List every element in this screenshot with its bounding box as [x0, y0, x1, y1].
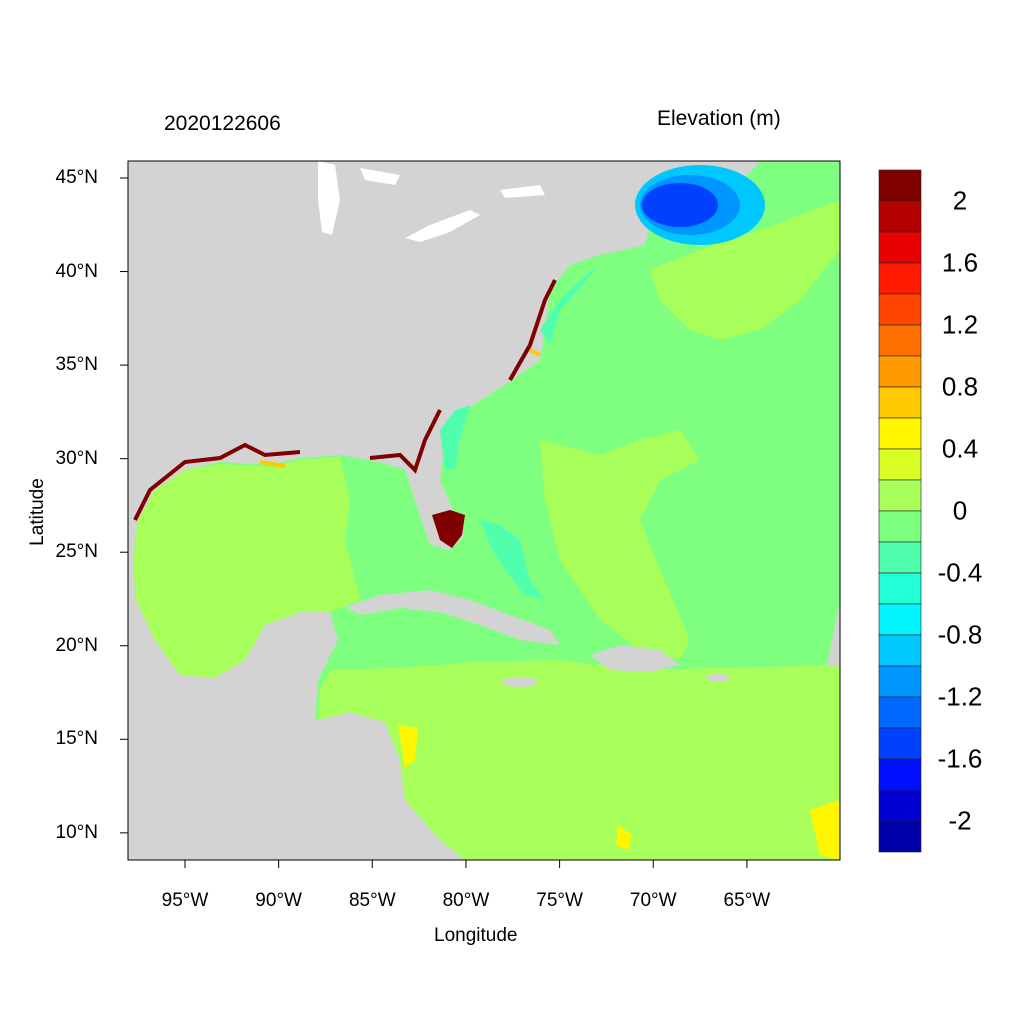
colorbar-bin	[878, 324, 922, 357]
colorbar-label: -0.8	[937, 619, 983, 650]
x-tick-label: 75°W	[536, 890, 583, 911]
colorbar-bin	[878, 758, 922, 791]
colorbar-bin	[878, 293, 922, 326]
jamaica	[502, 677, 538, 687]
colorbar-bin	[878, 417, 922, 450]
y-tick-label: 45°N	[55, 167, 98, 188]
x-tick-label: 90°W	[255, 890, 302, 911]
colorbar-label: 1.2	[941, 309, 979, 340]
colorbar-label: 0.8	[941, 371, 979, 402]
colorbar-bin	[878, 541, 922, 574]
y-tick-label: 25°N	[55, 541, 98, 563]
colorbar-bin	[878, 479, 922, 512]
colorbar-bin	[878, 789, 922, 822]
colorbar-bin	[878, 665, 922, 698]
colorbar-label: 2	[952, 185, 968, 216]
colorbar-bin	[878, 355, 922, 388]
timestamp-title: 2020122606	[164, 112, 281, 135]
colorbar-bin	[878, 510, 922, 543]
x-axis-label: Longitude	[434, 925, 518, 946]
yucatan-high-water	[398, 725, 840, 860]
colorbar-bin	[878, 169, 922, 202]
lake-michigan	[318, 161, 340, 235]
colorbar-bin	[878, 727, 922, 760]
y-tick-label: 10°N	[55, 821, 98, 843]
variable-title: Elevation (m)	[657, 107, 781, 130]
colorbar-label: -1.6	[937, 743, 983, 774]
colorbar-bin	[878, 200, 922, 233]
x-tick-label: 95°W	[161, 890, 209, 911]
puerto-rico	[706, 674, 730, 682]
florida-high-water	[432, 510, 465, 548]
x-tick-label: 85°W	[348, 890, 396, 911]
colorbar-bin	[878, 603, 922, 636]
y-tick-label: 30°N	[55, 447, 98, 469]
hispaniola	[590, 645, 680, 672]
colorbar-bin	[878, 231, 922, 264]
gulf-of-maine-depression-core	[642, 183, 718, 227]
atlantic-shelf-water	[540, 200, 840, 660]
colorbar-label: -0.4	[937, 557, 983, 588]
colorbar-label: -1.2	[937, 681, 983, 712]
y-axis-label: Latitude	[27, 478, 48, 546]
y-tick-label: 40°N	[55, 260, 98, 282]
lake-erie-ontario	[360, 168, 545, 242]
colorbar-bin	[878, 634, 922, 667]
colorbar-bin	[878, 820, 922, 853]
coastal-high-water	[133, 279, 557, 521]
plot-frame	[127, 160, 841, 861]
y-tick-label: 20°N	[55, 634, 98, 656]
x-tick-label: 80°W	[442, 890, 490, 911]
colorbar-bin	[878, 262, 922, 295]
y-tick-label: 15°N	[55, 728, 98, 750]
caribbean-water	[318, 660, 840, 860]
colorbar-label: 0	[952, 495, 968, 526]
colorbar-bin	[878, 696, 922, 729]
x-tick-label: 65°W	[723, 890, 771, 911]
colorbar-bin	[878, 448, 922, 481]
gulf-of-mexico-water	[133, 457, 360, 678]
coastal-orange-water	[259, 348, 541, 468]
colorbar-bin	[878, 386, 922, 419]
cuba	[345, 590, 560, 645]
colorbar-label: 1.6	[941, 247, 979, 278]
y-tick-label: 35°N	[55, 354, 98, 376]
x-tick-label: 70°W	[629, 890, 677, 911]
colorbar-label: -2	[948, 805, 972, 836]
colorbar-label: 0.4	[941, 433, 979, 464]
